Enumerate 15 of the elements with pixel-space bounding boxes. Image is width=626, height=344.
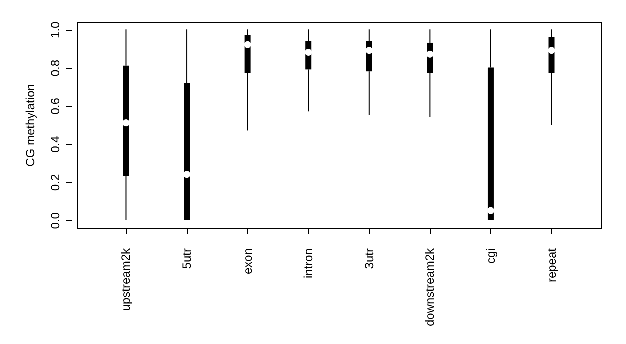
y-tick-label: 0.0 (48, 212, 62, 230)
y-tick-label: 0.2 (48, 174, 62, 192)
y-tick-label: 0.6 (48, 98, 62, 115)
x-tick-label: downstream2k (423, 248, 438, 327)
x-tick-label: intron (302, 248, 316, 279)
y-axis-title: CG methylation (24, 84, 38, 167)
x-tick-label: exon (240, 248, 255, 275)
y-tick-label: 1.0 (48, 21, 62, 38)
x-tick-label: repeat (544, 248, 559, 283)
x-tick-label: 3utr (362, 248, 376, 270)
x-tick-label: cgi (484, 248, 498, 264)
y-tick-label: 0.8 (48, 60, 62, 77)
x-tick-label: upstream2k (119, 248, 134, 312)
x-tick-label: 5utr (180, 248, 194, 270)
y-tick-label: 0.4 (48, 136, 62, 153)
